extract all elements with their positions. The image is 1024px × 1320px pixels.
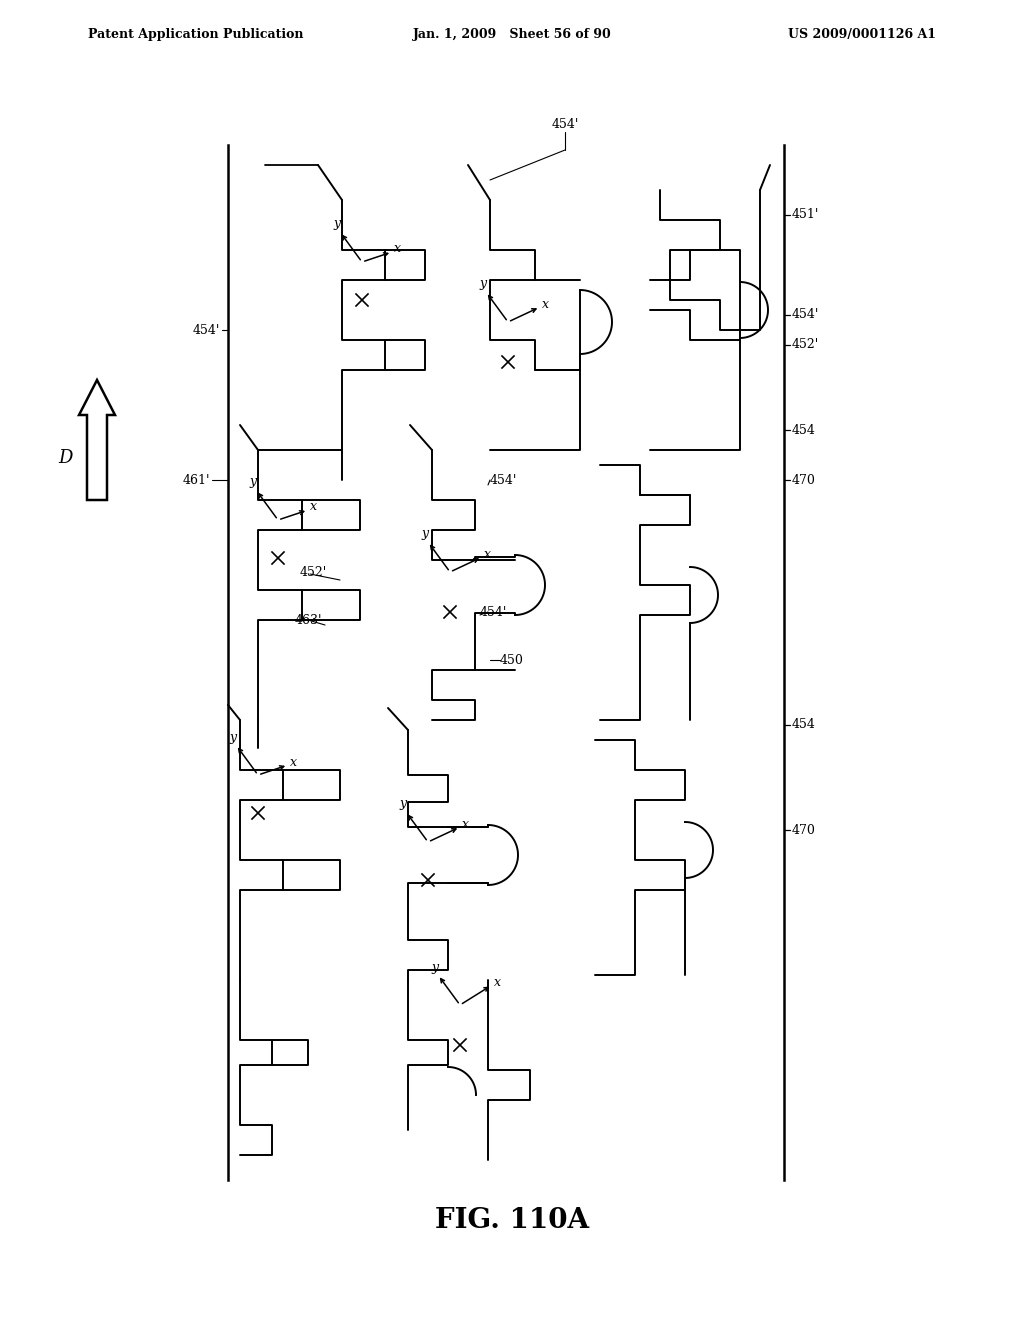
Text: x: x bbox=[309, 500, 316, 513]
Text: Jan. 1, 2009   Sheet 56 of 90: Jan. 1, 2009 Sheet 56 of 90 bbox=[413, 28, 611, 41]
Text: 470: 470 bbox=[792, 474, 816, 487]
Text: y: y bbox=[422, 528, 429, 540]
Text: y: y bbox=[431, 961, 438, 974]
Text: 463': 463' bbox=[295, 614, 323, 627]
Text: x: x bbox=[542, 297, 549, 310]
Text: 470: 470 bbox=[792, 824, 816, 837]
Text: Patent Application Publication: Patent Application Publication bbox=[88, 28, 303, 41]
Text: 454: 454 bbox=[792, 424, 816, 437]
Text: FIG. 110A: FIG. 110A bbox=[435, 1206, 589, 1233]
Text: 454': 454' bbox=[480, 606, 507, 619]
Text: 451': 451' bbox=[792, 209, 819, 222]
Text: 461': 461' bbox=[182, 474, 210, 487]
Text: 454': 454' bbox=[490, 474, 517, 487]
Text: 454': 454' bbox=[551, 119, 579, 132]
Text: y: y bbox=[229, 730, 237, 743]
Text: x: x bbox=[494, 975, 501, 989]
Text: y: y bbox=[334, 218, 341, 231]
Text: 452': 452' bbox=[300, 565, 328, 578]
Text: 450: 450 bbox=[500, 653, 524, 667]
Text: y: y bbox=[399, 797, 407, 810]
Text: y: y bbox=[250, 475, 257, 488]
Text: 452': 452' bbox=[792, 338, 819, 351]
Text: 454': 454' bbox=[193, 323, 220, 337]
Text: x: x bbox=[290, 755, 297, 768]
Text: x: x bbox=[393, 243, 400, 256]
Text: 454: 454 bbox=[792, 718, 816, 731]
Text: x: x bbox=[462, 817, 469, 830]
Text: y: y bbox=[479, 277, 486, 290]
Text: D: D bbox=[58, 449, 73, 467]
Text: US 2009/0001126 A1: US 2009/0001126 A1 bbox=[788, 28, 936, 41]
Text: x: x bbox=[483, 548, 490, 561]
Text: 454': 454' bbox=[792, 309, 819, 322]
